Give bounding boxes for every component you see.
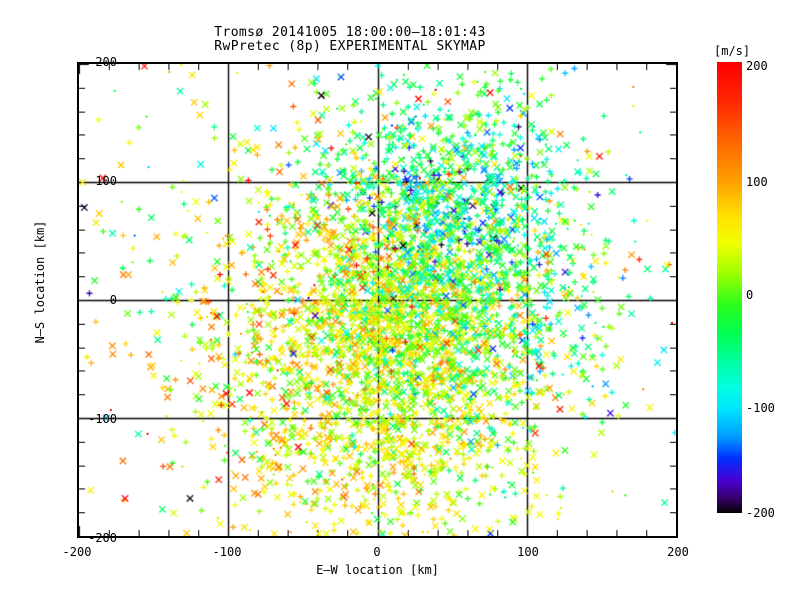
chart-title: Tromsø 20141005 18:00:00–18:01:43 RwPret… (0, 26, 700, 54)
ytick-label-neg200: -200 (88, 531, 117, 545)
colorbar-tick-neg100: -100 (746, 401, 775, 415)
xtick-label-0: 0 (373, 545, 381, 559)
colorbar-tick-neg200: -200 (746, 506, 775, 520)
x-axis-title: E–W location [km] (316, 563, 439, 577)
ytick-label-100: 100 (95, 174, 117, 188)
y-axis-title: N–S location [km] (33, 220, 47, 344)
title-line-1: Tromsø 20141005 18:00:00–18:01:43 (214, 25, 486, 40)
colorbar-unit-label: [m/s] (714, 44, 751, 58)
colorbar-tick-100: 100 (746, 175, 768, 189)
xtick-label-neg200: -200 (62, 545, 92, 559)
ytick-label-200: 200 (95, 55, 117, 69)
ytick-label-neg100: -100 (88, 412, 117, 426)
colorbar-tick-200: 200 (746, 59, 768, 73)
scatter-plot-canvas (79, 64, 676, 536)
title-line-2: RwPretec (8p) EXPERIMENTAL SKYMAP (214, 39, 486, 54)
plot-frame (77, 62, 678, 538)
colorbar-tick-0: 0 (746, 288, 754, 302)
ytick-label-0: 0 (109, 293, 117, 307)
xtick-label-200: 200 (667, 545, 689, 559)
colorbar-gradient (717, 62, 742, 513)
xtick-label-neg100: -100 (212, 545, 242, 559)
xtick-label-100: 100 (517, 545, 539, 559)
